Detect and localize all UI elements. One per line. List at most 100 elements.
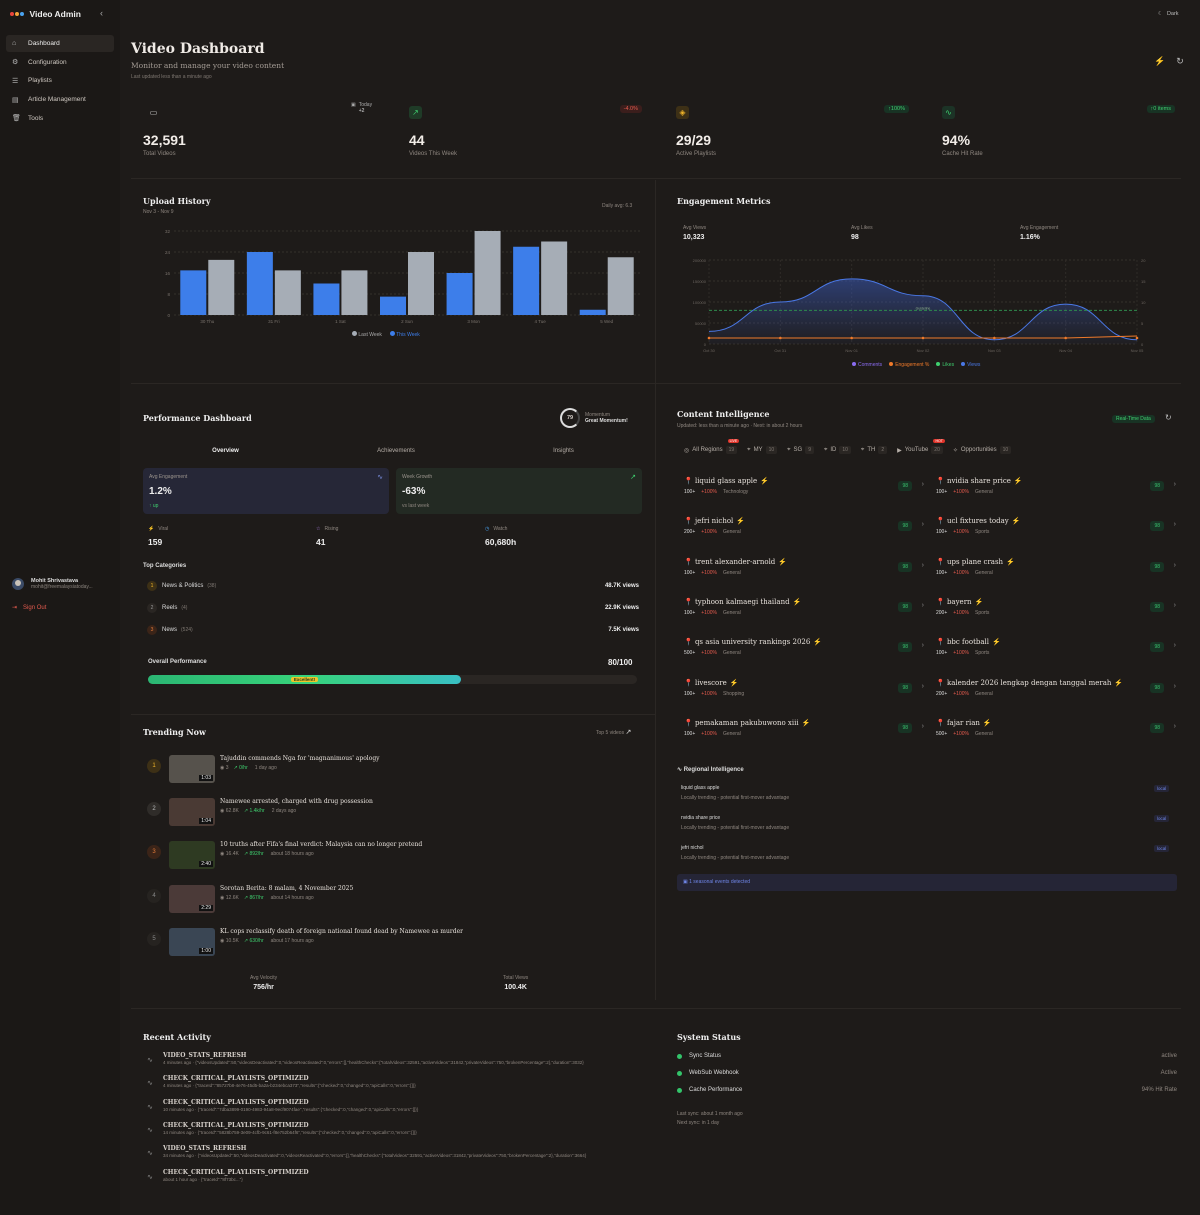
video-title[interactable]: Namewee arrested, charged with drug poss…	[220, 798, 373, 806]
eye-icon: ◉	[220, 894, 226, 901]
trending-rank: 3	[147, 845, 161, 860]
keyword-meta: 100+ +100% General	[684, 570, 741, 576]
chevron-right-icon[interactable]: ›	[1173, 682, 1176, 690]
sidebar-item-label: Playlists	[28, 77, 52, 85]
keyword-item[interactable]: 📍 trent alexander-arnold ⚡ 100+ +100% Genera…	[684, 558, 924, 584]
chevron-right-icon[interactable]: ›	[1173, 561, 1176, 569]
seasonal-events[interactable]: ▣ 1 seasonal events detected	[677, 874, 1177, 891]
tab-achievements[interactable]: Achievements	[377, 448, 415, 454]
status-label: Sync Status	[689, 1053, 722, 1059]
video-thumbnail[interactable]: 2:29	[169, 884, 215, 913]
video-thumbnail[interactable]: 1:03	[169, 755, 215, 783]
keyword-score: 98	[898, 601, 912, 612]
keyword-item[interactable]: 📍 ucl fixtures today ⚡ 100+ +100% Sports 98 ›	[936, 517, 1176, 543]
keyword-item[interactable]: 📍 jefri nichol ⚡ 200+ +100% General 98 ›	[684, 517, 924, 543]
region-tab-my[interactable]: ⌖ MY 10	[747, 446, 778, 454]
sidebar-item-dashboard[interactable]: ⌂ Dashboard	[6, 35, 114, 52]
chevron-right-icon[interactable]: ›	[921, 601, 924, 609]
keyword-growth: +100%	[953, 569, 969, 576]
avg-likes-value: 98	[851, 234, 859, 241]
region-tab-th[interactable]: ⌖ TH 2	[861, 446, 888, 454]
keyword-item[interactable]: 📍 liquid glass apple ⚡ 100+ +100% Technology…	[684, 477, 924, 503]
video-title[interactable]: KL cops reclassify death of foreign nati…	[220, 927, 463, 935]
category-row[interactable]: 2 Reels (4) 22.9K views	[147, 602, 639, 614]
video-title[interactable]: Tajuddin commends Nga for 'magnanimous' …	[220, 755, 380, 762]
keyword-item[interactable]: 📍 nvidia share price ⚡ 100+ +100% General 98 ›	[936, 477, 1176, 503]
keyword-item[interactable]: 📍 livescore ⚡ 100+ +100% Shopping 98 ›	[684, 679, 924, 705]
sidebar-item-tools[interactable]: 🗑 Tools	[6, 110, 114, 127]
refresh-icon[interactable]: ↻	[1176, 56, 1184, 66]
trending-item[interactable]: 4 2:29 Sorotan Berita: 8 malam, 4 November…	[147, 884, 637, 915]
chevron-right-icon[interactable]: ›	[921, 722, 924, 730]
chevron-right-icon[interactable]: ›	[921, 682, 924, 690]
category-row[interactable]: 3 News (524) 7.5K views	[147, 624, 639, 636]
keyword-item[interactable]: 📍 fajar rian ⚡ 500+ +100% General 98 ›	[936, 719, 1176, 745]
user-profile[interactable]: Mohit Shrivastava mohit@freemalaysiatoday…	[12, 578, 93, 590]
engagement-legend: Comments Engagement % Likes Views	[852, 362, 980, 368]
trending-item[interactable]: 2 1:04 Namewee arrested, charged with drug…	[147, 798, 637, 828]
overall-progress-fill: Excellent!	[148, 675, 461, 684]
keyword-volume: 100+	[684, 489, 696, 495]
trending-item[interactable]: 5 1:00 KL cops reclassify death of foreign…	[147, 927, 637, 958]
trending-up-icon: ↗	[243, 851, 250, 858]
region-tab-all-regions[interactable]: ◎ All Regions 19 LIVE	[684, 439, 740, 454]
keyword-item[interactable]: 📍 ups plane crash ⚡ 100+ +100% General 98 ›	[936, 558, 1176, 584]
video-thumbnail[interactable]: 1:04	[169, 798, 215, 827]
legend-dot	[936, 362, 941, 366]
chevron-right-icon[interactable]: ›	[921, 521, 924, 529]
lightning-icon[interactable]: ⚡	[1154, 56, 1166, 66]
chevron-right-icon[interactable]: ›	[1173, 722, 1176, 730]
refresh-icon[interactable]: ↻	[1165, 413, 1172, 422]
keyword-item[interactable]: 📍 bayern ⚡ 200+ +100% Sports 98 ›	[936, 598, 1176, 624]
tab-insights[interactable]: Insights	[553, 448, 574, 454]
status-dot	[677, 1070, 682, 1076]
chevron-right-icon[interactable]: ›	[1173, 642, 1176, 650]
keyword-item[interactable]: 📍 kalender 2026 lengkap dengan tanggal m…	[936, 679, 1176, 705]
chevron-right-icon[interactable]: ›	[921, 642, 924, 650]
sidebar-item-article-management[interactable]: ▤ Article Management	[6, 91, 114, 108]
sign-out-button[interactable]: ⇥ Sign Out	[12, 604, 46, 612]
video-title[interactable]: 10 truths after Fifa's final verdict: Ma…	[220, 841, 423, 849]
chevron-right-icon[interactable]: ›	[921, 481, 924, 488]
video-thumbnail[interactable]: 1:00	[169, 927, 215, 956]
user-email: mohit@freemalaysiatoday...	[31, 584, 93, 590]
region-tab-opportunities[interactable]: ✧ Opportunities 10	[953, 446, 1012, 454]
keyword-score: 98	[898, 521, 912, 532]
legend-dot	[889, 362, 894, 366]
collapse-sidebar-icon[interactable]: ‹	[100, 8, 103, 18]
video-thumbnail[interactable]: 2:40	[169, 841, 215, 870]
chevron-right-icon[interactable]: ›	[1173, 521, 1176, 529]
tab-overview[interactable]: Overview	[212, 448, 239, 454]
theme-toggle[interactable]: ☾ Dark	[1158, 11, 1179, 17]
chevron-right-icon[interactable]: ›	[1173, 601, 1176, 609]
bar-this-week	[380, 296, 406, 315]
keyword-item[interactable]: 📍 pemakaman pakubuwono xiii ⚡ 100+ +100% Gen…	[684, 719, 924, 745]
last-sync: Last sync: about 1 month ago	[677, 1111, 743, 1117]
keyword-category: General	[974, 730, 993, 737]
trending-item[interactable]: 3 2:40 10 truths after Fifa's final verdic…	[147, 841, 637, 871]
regional-keyword: nvidia share price	[681, 815, 721, 821]
sidebar-item-playlists[interactable]: ☰ Playlists	[6, 72, 114, 89]
category-row[interactable]: 1 News & Politics (38) 48.7K views	[147, 580, 639, 592]
legend-item: Engagement %	[889, 362, 929, 368]
pin-icon: 📍	[936, 477, 947, 485]
trending-item[interactable]: 1 1:03 Tajuddin commends Nga for 'magnanim…	[147, 755, 637, 785]
status-dot	[677, 1087, 682, 1093]
keyword-item[interactable]: 📍 qs asia university rankings 2026 ⚡ 500+ +…	[684, 638, 924, 664]
keyword-item[interactable]: 📍 typhoon kalmaegi thailand ⚡ 100+ +100% Gen…	[684, 598, 924, 624]
activity-type: CHECK_CRITICAL_PLAYLISTS_OPTIMIZED	[163, 1098, 309, 1106]
keyword-volume: 100+	[684, 609, 696, 616]
views-line	[708, 278, 1138, 341]
chevron-right-icon[interactable]: ›	[1173, 481, 1176, 488]
region-tab-id[interactable]: ⌖ ID 10	[824, 446, 851, 454]
brand[interactable]: Video Admin	[10, 9, 81, 19]
engagement-point	[1135, 336, 1139, 340]
region-tab-sg[interactable]: ⌖ SG 9	[787, 446, 814, 454]
keyword-item[interactable]: 📍 bbc football ⚡ 100+ +100% Sports 98 ›	[936, 638, 1176, 664]
video-title[interactable]: Sorotan Berita: 8 malam, 4 November 2025	[220, 884, 354, 892]
daily-average: Daily avg: 6.3	[602, 203, 633, 209]
chevron-right-icon[interactable]: ›	[921, 561, 924, 569]
watch-metric: ◷ Watch 60,680h	[485, 526, 516, 547]
sidebar-item-configuration[interactable]: ⚙ Configuration	[6, 54, 114, 71]
region-tab-youtube[interactable]: ▶ YouTube 20 HOT	[897, 439, 945, 454]
